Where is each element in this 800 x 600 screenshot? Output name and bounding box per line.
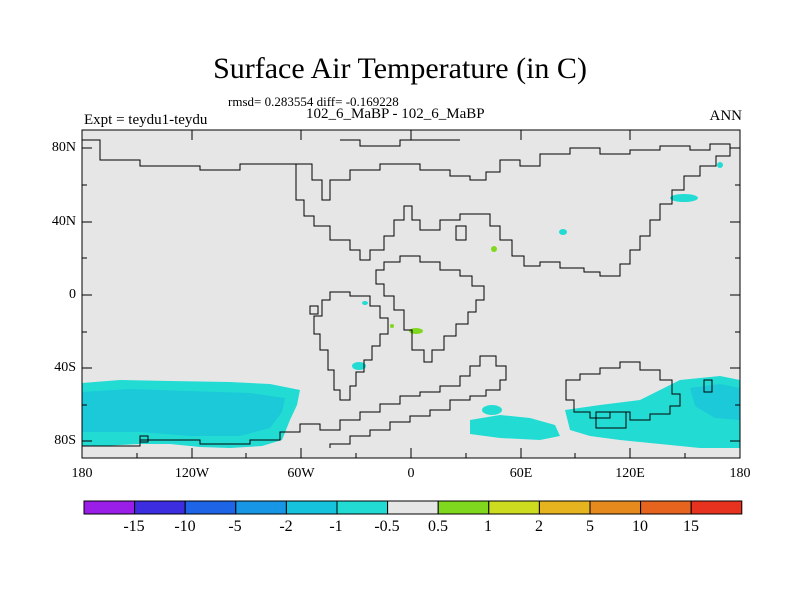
colorbar-label: -2 <box>279 518 293 535</box>
colorbar-label: -0.5 <box>374 518 400 535</box>
lon-label-0: 0 <box>407 466 415 481</box>
colorbar-label: -15 <box>123 518 145 535</box>
colorbar <box>83 500 743 515</box>
anomaly-patch-2 <box>670 194 698 202</box>
warm-patch-1 <box>409 328 423 334</box>
anomaly-patch-3 <box>559 229 567 235</box>
warm-patch-2 <box>491 246 497 252</box>
coastline-southern-continent <box>82 355 507 448</box>
anomaly-region-southeast-deep <box>690 384 740 420</box>
coastline-island-5 <box>703 379 713 393</box>
coastline-island-2 <box>455 225 467 241</box>
coastline-africa <box>375 255 485 363</box>
colorbar-box <box>184 500 237 515</box>
lon-label-120e: 120E <box>615 466 645 481</box>
lat-label-80n: 80N <box>51 140 76 155</box>
anomaly-region-southwest-deep <box>82 389 285 436</box>
season-label: ANN <box>709 108 743 124</box>
lon-label-180w: 180 <box>71 466 93 481</box>
lon-label-120w: 120W <box>174 466 210 481</box>
colorbar-box <box>285 500 338 515</box>
coastline-north-cap <box>340 139 460 147</box>
colorbar-box <box>83 500 136 515</box>
colorbar-box <box>589 500 642 515</box>
colorbar-box <box>134 500 186 515</box>
colorbar-label: 15 <box>683 518 699 535</box>
coastline-island-4 <box>309 305 319 315</box>
colorbar-label: 0.5 <box>428 518 448 535</box>
colorbar-label: 5 <box>586 518 594 535</box>
lon-label-180e: 180 <box>729 466 751 481</box>
colorbar-box <box>690 500 743 515</box>
coastline-small-island <box>595 411 627 429</box>
warm-patch-3 <box>390 324 394 328</box>
coastline-island-3 <box>139 435 149 443</box>
stats-line: rmsd= 0.283554 diff= -0.169228 <box>228 94 399 109</box>
colorbar-box <box>640 500 692 515</box>
colorbar-label: -10 <box>174 518 196 535</box>
coastline-northern-landmass <box>82 139 731 277</box>
experiment-label: Expt = teydu1-teydu <box>84 112 208 128</box>
colorbar-box <box>235 500 287 515</box>
coastline-south-america <box>313 291 389 401</box>
continent-outlines <box>82 139 731 448</box>
lat-label-80s: 80S <box>54 433 76 448</box>
colorbar-label: 1 <box>484 518 492 535</box>
lat-label-40s: 40S <box>54 360 76 375</box>
axis-ticks <box>82 130 740 458</box>
colorbar-label: 2 <box>535 518 543 535</box>
anomaly-patch-6 <box>362 301 368 305</box>
page-title: Surface Air Temperature (in C) <box>213 52 587 85</box>
colorbar-label: -1 <box>329 518 343 535</box>
colorbar-box <box>538 500 591 515</box>
colorbar-label: 10 <box>632 518 648 535</box>
anomaly-patch-1 <box>482 405 502 415</box>
lat-label-40n: 40N <box>51 214 76 229</box>
lat-label-0: 0 <box>69 287 76 302</box>
anomaly-patch-5 <box>352 362 366 370</box>
anomaly-patch-4 <box>717 162 723 168</box>
lon-label-60e: 60E <box>509 466 533 481</box>
subtitle: 102_6_MaBP - 102_6_MaBP <box>306 106 485 122</box>
colorbar-box <box>488 500 540 515</box>
coastline-australia <box>565 361 681 421</box>
anomaly-region-south-atlantic <box>470 415 560 440</box>
colorbar-box <box>336 500 389 515</box>
colorbar-box <box>387 500 439 515</box>
lon-label-60w: 60W <box>287 466 315 481</box>
colorbar-label: -5 <box>228 518 242 535</box>
colorbar-box <box>437 500 490 515</box>
